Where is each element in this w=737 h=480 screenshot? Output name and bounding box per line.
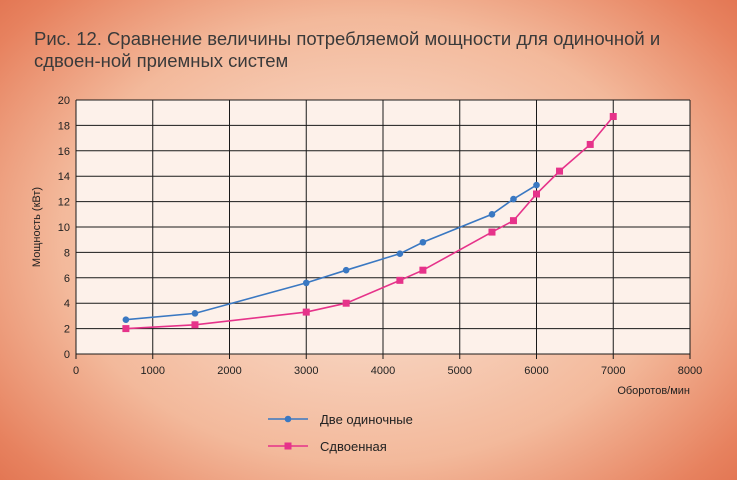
series-2-point (302, 308, 310, 316)
x-tick-label: 4000 (371, 365, 395, 377)
x-axis-label: Оборотов/мин (617, 385, 690, 397)
x-tick-label: 3000 (294, 365, 318, 377)
legend-marker-2 (284, 442, 292, 450)
series-2-point (122, 325, 130, 333)
x-tick-label: 8000 (678, 365, 702, 377)
chart-title: Рис. 12. Сравнение величины потребляемой… (34, 28, 661, 71)
y-tick-label: 6 (64, 273, 70, 285)
series-1-point (122, 316, 130, 324)
series-2-point (609, 113, 617, 121)
series-1-point (419, 238, 427, 246)
series-2-point (396, 276, 404, 284)
y-tick-label: 0 (64, 349, 70, 361)
series-1-point (488, 211, 496, 218)
y-tick-label: 2 (64, 324, 70, 336)
legend-label-2: Сдвоенная (320, 439, 387, 454)
series-2-point (191, 321, 199, 329)
x-tick-label: 5000 (448, 365, 472, 377)
series-2-point (488, 228, 496, 236)
series-1-point (191, 310, 199, 317)
series-2-point (586, 140, 594, 148)
series-1-point (510, 195, 517, 203)
y-tick-label: 20 (58, 95, 70, 107)
y-tick-label: 8 (64, 247, 70, 259)
y-axis-label: Мощность (кВт) (31, 187, 43, 267)
legend-marker-1 (284, 415, 292, 423)
x-tick-label: 6000 (524, 365, 548, 377)
series-1-point (396, 250, 404, 257)
series-1-point (302, 279, 310, 287)
series-2-point (419, 266, 427, 274)
legend-label-1: Две одиночные (320, 412, 413, 427)
series-2-point (342, 299, 350, 307)
series-2-point (533, 190, 540, 198)
x-tick-label: 7000 (601, 365, 625, 377)
x-tick-label: 0 (73, 365, 79, 377)
series-2-point (509, 217, 517, 225)
y-tick-label: 10 (58, 222, 70, 234)
series-1-point (533, 181, 540, 189)
series-1-point (342, 266, 350, 274)
series-line-2 (125, 116, 614, 330)
x-tick-label: 2000 (217, 365, 241, 377)
y-tick-label: 16 (58, 146, 70, 158)
series-2-point (556, 167, 564, 175)
y-tick-label: 12 (58, 197, 70, 209)
y-tick-label: 4 (64, 298, 70, 310)
x-tick-label: 1000 (141, 365, 165, 377)
y-tick-label: 14 (58, 171, 70, 183)
y-tick-label: 18 (58, 120, 70, 132)
